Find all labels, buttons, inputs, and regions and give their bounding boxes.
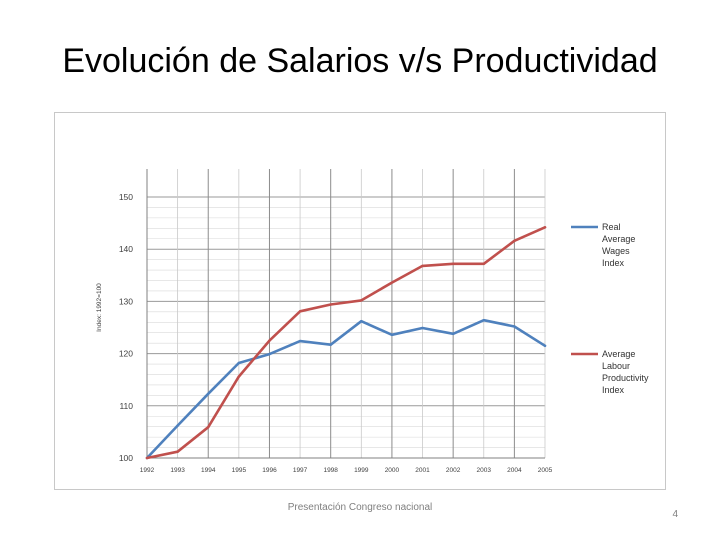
- data-point: [390, 281, 394, 284]
- y-tick-label: 120: [119, 349, 133, 359]
- y-tick-label: 140: [119, 244, 133, 254]
- data-point: [268, 352, 271, 356]
- y-tick-label: 100: [119, 453, 133, 463]
- tick-labels: 100 110 120 130 140 150 Index: 1992=100 1992 199…: [96, 192, 553, 474]
- data-point: [237, 361, 241, 365]
- data-point: [482, 262, 485, 266]
- x-tick-label: 1993: [170, 467, 185, 474]
- x-tick-label: 2003: [477, 467, 492, 474]
- x-tick-label: 2001: [415, 467, 430, 474]
- legend-label-line: Wages: [602, 246, 630, 256]
- data-point: [329, 303, 332, 306]
- legend: Real Average Wages Index Average Labour Produc…: [571, 222, 649, 395]
- data-point: [329, 343, 332, 346]
- x-tick-label: 2005: [538, 467, 553, 474]
- x-tick-label: 2002: [446, 467, 461, 474]
- axes: [146, 169, 545, 459]
- line-chart: 100 110 120 130 140 150 Index: 1992=100 1992 199…: [96, 169, 649, 474]
- legend-label-line: Real: [602, 222, 621, 232]
- data-point: [298, 310, 302, 313]
- data-point: [451, 332, 455, 335]
- data-point: [207, 426, 210, 429]
- data-point: [543, 344, 547, 347]
- footer-text: Presentación Congreso nacional: [287, 502, 433, 513]
- y-tick-label: 130: [119, 296, 133, 306]
- y-tick-label: 110: [119, 401, 133, 411]
- x-tick-label: 1998: [323, 467, 338, 474]
- data-point: [176, 450, 179, 453]
- data-point: [176, 424, 179, 427]
- legend-label-line: Labour: [602, 361, 630, 371]
- data-point: [268, 339, 271, 342]
- series-lines: [145, 226, 547, 460]
- data-point: [145, 456, 149, 460]
- data-point: [421, 326, 424, 330]
- data-point: [451, 262, 455, 266]
- y-axis-title: Index: 1992=100: [96, 283, 103, 332]
- legend-label-line: Average: [602, 349, 635, 359]
- x-tick-label: 2000: [385, 467, 400, 474]
- data-point: [207, 392, 210, 395]
- legend-label-line: Productivity: [602, 373, 649, 383]
- data-point: [360, 320, 363, 323]
- series-line-2: [145, 226, 547, 460]
- slide-title: Evolución de Salarios v/s Productividad: [62, 42, 658, 80]
- y-tick-label: 150: [119, 192, 133, 202]
- data-point: [237, 375, 241, 378]
- data-point: [421, 264, 424, 268]
- legend-label-line: Average: [602, 234, 635, 244]
- data-point: [482, 318, 485, 322]
- x-tick-label: 1996: [262, 467, 277, 474]
- data-point: [543, 226, 547, 229]
- series-line-1: [145, 318, 547, 460]
- data-point: [513, 239, 516, 243]
- chart-frame: 100 110 120 130 140 150 Index: 1992=100 1992 199…: [54, 112, 666, 490]
- x-tick-label: 1999: [354, 467, 369, 474]
- gridlines: [146, 169, 546, 459]
- x-tick-label: 1992: [140, 467, 155, 474]
- data-point: [360, 299, 363, 302]
- data-point: [513, 325, 516, 328]
- legend-label-line: Index: [602, 385, 625, 395]
- x-tick-label: 2004: [507, 467, 522, 474]
- slide-number: 4: [672, 509, 678, 520]
- data-point: [298, 339, 302, 343]
- x-tick-label: 1997: [293, 467, 308, 474]
- x-tick-label: 1995: [232, 467, 247, 474]
- x-tick-label: 1994: [201, 467, 216, 474]
- data-point: [390, 333, 394, 337]
- legend-label-line: Index: [602, 258, 625, 268]
